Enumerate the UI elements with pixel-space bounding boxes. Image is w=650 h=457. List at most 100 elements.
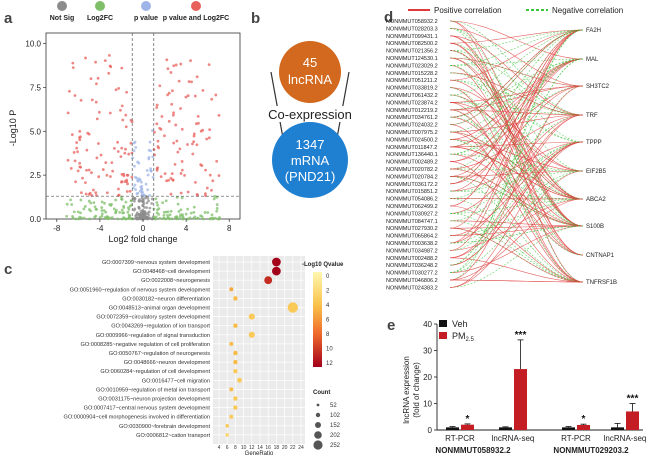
volcano-ytick-label: 10.0	[25, 40, 41, 49]
go-term-label: GO:0043269~regulation of ion transport	[111, 324, 210, 330]
volcano-point	[164, 199, 168, 203]
volcano-point	[104, 210, 108, 214]
volcano-point	[155, 103, 159, 107]
pm25-bar	[626, 411, 639, 430]
volcano-ytick-label: 5.0	[30, 127, 42, 136]
veh-bar	[499, 427, 512, 430]
volcano-point	[109, 175, 112, 178]
volcano-point	[176, 217, 180, 221]
volcano-point	[148, 140, 152, 144]
volcano-point	[115, 208, 118, 212]
positive-correlation-link	[449, 141, 584, 192]
volcano-point	[79, 198, 83, 202]
volcano-ytick-label: 0.0	[30, 215, 42, 224]
lncrna-node-label: NONMMUT023874.2	[386, 100, 438, 106]
positive-correlation-link	[449, 29, 584, 185]
volcano-point	[180, 196, 184, 200]
volcano-point	[126, 210, 130, 214]
go-term-label: GO:0007399~nervous system development	[102, 260, 210, 266]
volcano-point	[191, 152, 195, 156]
negative-correlation-link	[449, 198, 584, 283]
bar-ytick-label: 0	[428, 426, 433, 435]
panel-letter-b: b	[251, 10, 260, 27]
negative-correlation-link	[449, 225, 584, 288]
volcano-point	[109, 65, 113, 69]
gene-node-label: ABCA2	[586, 197, 606, 203]
volcano-point	[68, 89, 71, 93]
lncrna-node-label: NONMMUT099431.1	[386, 34, 438, 40]
lncrna-node-label: NONMMUT024032.2	[386, 123, 438, 129]
bubble-xtick-label: 16	[265, 445, 271, 451]
volcano-point	[74, 217, 78, 221]
volcano-point	[153, 130, 156, 134]
bar-group-label: lncRNA-seq	[492, 434, 535, 443]
volcano-point	[164, 217, 167, 221]
size-legend-label: 52	[330, 403, 337, 409]
bubble-grid	[213, 256, 305, 444]
volcano-point	[146, 173, 150, 177]
positive-correlation-link	[449, 198, 584, 251]
positive-correlation-link	[449, 141, 584, 288]
bar-group-label: lncRNA-seq	[604, 434, 647, 443]
volcano-point	[73, 94, 77, 97]
volcano-point	[179, 172, 183, 175]
go-term-label: GO:0060284~regulation of cell developmen…	[100, 369, 210, 375]
lncrna-label: lncRNA	[288, 72, 332, 87]
go-bubble	[229, 387, 234, 392]
volcano-point	[215, 209, 219, 213]
volcano-point	[136, 179, 140, 183]
pm25-bar	[514, 369, 527, 430]
go-bubble	[248, 331, 255, 338]
positive-correlation-link	[449, 29, 584, 251]
lncrna-node-label: NONMMUT020784.2	[386, 174, 438, 180]
go-bubble	[233, 350, 238, 356]
volcano-point	[145, 169, 149, 172]
volcano-point	[147, 199, 150, 203]
size-legend-dot	[315, 422, 321, 428]
go-bubble	[272, 266, 281, 276]
volcano-point	[180, 160, 184, 163]
volcano-point	[65, 214, 69, 218]
volcano-point	[81, 176, 84, 180]
go-term-label: GO:0016477~cell migration	[142, 378, 210, 384]
volcano-point	[94, 100, 98, 104]
co-expression-label-bg	[265, 106, 355, 122]
volcano-point	[189, 59, 192, 63]
volcano-point	[179, 107, 182, 110]
volcano-point	[116, 150, 120, 153]
negative-correlation-link	[449, 58, 584, 170]
volcano-point	[131, 156, 135, 160]
colorbar-tick-label: 6	[326, 318, 330, 324]
volcano-point	[94, 60, 97, 64]
volcano-point	[174, 215, 177, 219]
lncrna-node-label: NONMMUT061432.2	[386, 93, 438, 99]
negative-correlation-link	[449, 190, 584, 200]
volcano-legend-label: p value	[134, 15, 158, 22]
go-bubble	[229, 287, 234, 292]
volcano-point	[137, 207, 141, 210]
negative-correlation-link	[449, 50, 584, 116]
volcano-point	[84, 56, 87, 60]
volcano-point	[163, 172, 167, 176]
volcano-point	[172, 111, 175, 115]
volcano-point	[133, 197, 137, 201]
veh-bar	[611, 427, 624, 430]
volcano-point	[95, 207, 99, 211]
lncrna-circle	[279, 41, 341, 103]
volcano-point	[158, 216, 162, 220]
colorbar-tick-label: 12	[326, 361, 333, 367]
volcano-point	[98, 216, 102, 219]
bubble-xtick-label: 14	[257, 445, 263, 451]
volcano-point	[93, 205, 97, 209]
volcano-point	[158, 126, 162, 130]
volcano-point	[89, 201, 93, 205]
volcano-point	[145, 215, 148, 219]
negative-correlation-link	[449, 94, 584, 227]
volcano-point	[79, 165, 83, 169]
volcano-point	[132, 199, 136, 203]
lncrna-node-label: NONMMUT024500.2	[386, 137, 438, 143]
positive-correlation-link	[449, 170, 584, 288]
volcano-point	[97, 175, 101, 179]
volcano-point	[103, 59, 107, 62]
